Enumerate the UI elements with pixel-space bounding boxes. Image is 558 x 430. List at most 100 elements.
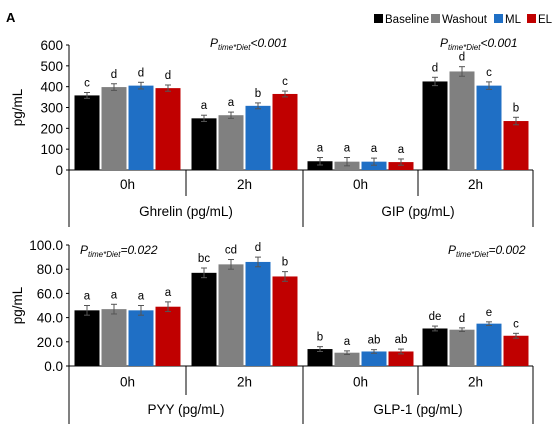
hormone-label: Ghrelin (pg/mL) (139, 204, 233, 219)
y-tick-label: 40.0 (37, 311, 63, 326)
significance-letter: c (513, 318, 519, 330)
time-label: 0h (120, 375, 135, 390)
panel-letter: A (6, 10, 16, 25)
significance-letter: a (228, 97, 235, 109)
significance-letter: e (486, 307, 492, 319)
significance-letter: ab (368, 335, 381, 347)
time-label: 2h (468, 177, 483, 192)
legend-label-2: ML (505, 14, 522, 26)
significance-letter: c (84, 78, 90, 90)
bar (476, 85, 502, 170)
p-value-annotation: Ptime*Diet=0.002 (448, 243, 526, 259)
significance-letter: b (513, 102, 519, 114)
significance-letter: a (371, 143, 378, 155)
bar (476, 323, 502, 366)
significance-letter: a (138, 291, 145, 303)
bar (422, 81, 448, 170)
bar (128, 310, 154, 366)
bar (388, 162, 414, 170)
significance-letter: d (459, 52, 465, 64)
significance-letter: a (317, 143, 324, 155)
legend-swatch-1 (431, 14, 440, 23)
bar (334, 352, 360, 366)
significance-letter: c (282, 76, 288, 88)
significance-letter: a (84, 291, 91, 303)
legend: Baseline Washout ML EL (374, 14, 553, 26)
significance-letter: d (255, 242, 261, 254)
significance-letter: d (138, 67, 144, 79)
y-tick-label: 20.0 (37, 335, 63, 350)
bar (361, 161, 387, 170)
legend-label-3: EL (538, 14, 553, 26)
bar (307, 349, 333, 366)
bar (101, 87, 127, 170)
bar (449, 329, 475, 366)
legend-swatch-0 (374, 14, 383, 23)
chart-top-ghrelin-gip: 0 100 200 300 400 500 600 pg/mL Ghrelin (pg/mL) P… (10, 36, 534, 227)
time-label: 0h (353, 375, 368, 390)
bar (101, 309, 127, 366)
significance-letter: b (317, 332, 323, 344)
y-tick-label: 200 (40, 121, 63, 136)
bar (272, 93, 298, 170)
significance-letter: bc (198, 253, 210, 265)
time-label: 2h (468, 375, 483, 390)
bar (449, 71, 475, 170)
bar (272, 276, 298, 366)
y-tick-label: 400 (40, 80, 63, 95)
bar (307, 161, 333, 170)
significance-letter: a (344, 143, 351, 155)
bar (74, 95, 100, 170)
y-axis-label: pg/mL (10, 88, 25, 126)
significance-letter: d (165, 70, 171, 82)
bar (361, 351, 387, 366)
chart-bottom-pyy-glp1: 0.0 20.0 40.0 60.0 80.0 100.0 pg/mL PYY (pg/mL)… (10, 238, 534, 424)
significance-letter: d (459, 313, 465, 325)
bar (155, 88, 181, 170)
significance-letter: a (201, 100, 208, 112)
bar (503, 335, 529, 366)
y-tick-label: 60.0 (37, 286, 63, 301)
hormone-label: PYY (pg/mL) (147, 402, 224, 417)
time-label: 0h (120, 177, 135, 192)
hormone-label: GLP-1 (pg/mL) (373, 402, 462, 417)
p-value-annotation: Ptime*Diet<0.001 (440, 36, 518, 52)
p-value-annotation: Ptime*Diet<0.001 (210, 36, 288, 52)
y-tick-label: 80.0 (37, 262, 63, 277)
significance-letter: cd (225, 245, 237, 257)
bar (128, 85, 154, 170)
time-label: 0h (353, 177, 368, 192)
significance-letter: de (429, 311, 442, 323)
significance-letter: a (111, 289, 118, 301)
bar (218, 264, 244, 366)
time-label: 2h (237, 177, 252, 192)
p-value-annotation: Ptime*Diet=0.022 (80, 243, 158, 259)
significance-letter: c (486, 67, 492, 79)
significance-letter: a (398, 144, 405, 156)
y-tick-label: 0.0 (44, 359, 63, 374)
legend-swatch-2 (494, 14, 503, 23)
significance-letter: a (344, 336, 351, 348)
significance-letter: d (432, 62, 438, 74)
y-tick-label: 600 (40, 38, 63, 53)
y-tick-label: 300 (40, 101, 63, 116)
bar (155, 306, 181, 366)
bar (388, 351, 414, 366)
legend-swatch-3 (527, 14, 536, 23)
y-tick-label: 500 (40, 59, 63, 74)
time-label: 2h (237, 375, 252, 390)
bar (503, 121, 529, 170)
bar (218, 115, 244, 170)
y-tick-label: 0 (55, 163, 63, 178)
significance-letter: ab (395, 334, 408, 346)
significance-letter: d (111, 69, 117, 81)
y-tick-label: 100.0 (29, 238, 63, 253)
significance-letter: b (255, 88, 261, 100)
significance-letter: b (282, 257, 288, 269)
significance-letter: a (165, 287, 172, 299)
hormone-label: GIP (pg/mL) (381, 204, 454, 219)
legend-label-0: Baseline (385, 14, 429, 26)
bar (422, 328, 448, 366)
bar (191, 118, 217, 170)
